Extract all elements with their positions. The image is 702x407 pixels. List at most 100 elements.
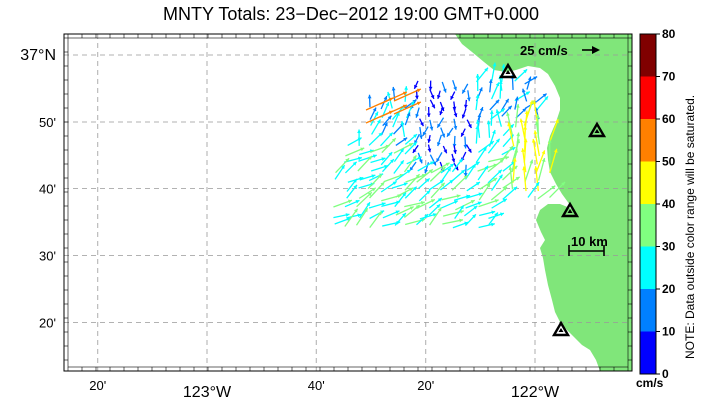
current-vector — [465, 144, 472, 153]
current-vector — [451, 158, 464, 173]
current-vector — [466, 119, 472, 129]
current-vector — [534, 166, 539, 192]
current-vector — [440, 200, 459, 210]
current-vector — [357, 155, 373, 172]
current-vector — [453, 118, 458, 130]
current-vector — [442, 218, 464, 225]
current-vector — [439, 107, 444, 116]
current-vector — [379, 104, 408, 118]
current-vector — [356, 191, 373, 208]
current-vector — [487, 169, 503, 184]
colorbar-tick-label: 60 — [662, 112, 676, 126]
current-vector — [478, 199, 499, 208]
current-vector — [400, 120, 406, 138]
current-vector — [489, 110, 494, 126]
current-vector — [436, 90, 441, 100]
current-vector — [381, 137, 397, 154]
current-vector — [334, 164, 346, 180]
current-vector — [429, 99, 436, 109]
current-vector — [344, 208, 359, 227]
coastline-land — [455, 34, 632, 371]
colorbar-segment — [640, 289, 656, 332]
current-vector — [486, 120, 491, 138]
current-vector — [381, 158, 395, 173]
current-vector — [424, 162, 430, 174]
current-vector — [416, 213, 429, 226]
current-vector — [428, 197, 443, 209]
colorbar-tick-label: 20 — [662, 282, 676, 296]
current-vector — [465, 201, 482, 209]
scale-bar-label: 10 km — [571, 234, 608, 249]
current-vector — [379, 91, 408, 105]
current-vector — [515, 107, 527, 119]
current-vector — [488, 212, 499, 225]
current-vector — [404, 186, 418, 199]
colorbar-segment — [640, 76, 656, 119]
current-vector — [369, 211, 383, 228]
colorbar-segment — [640, 331, 656, 374]
current-vector — [495, 109, 503, 127]
station-marker — [498, 62, 518, 79]
current-vector — [391, 182, 408, 189]
current-vector — [370, 157, 386, 164]
current-vector — [501, 105, 513, 117]
current-vector — [404, 141, 418, 155]
current-vector — [490, 82, 500, 100]
current-vector — [450, 91, 456, 101]
current-vector — [435, 152, 443, 163]
current-vector — [429, 89, 435, 100]
station-marker — [560, 201, 580, 218]
colorbar-tick-label: 50 — [662, 155, 676, 169]
current-vector — [548, 118, 559, 145]
current-vector — [452, 221, 469, 229]
current-vector — [404, 133, 418, 145]
current-vector — [391, 86, 396, 102]
current-vector — [419, 126, 423, 140]
current-vector — [514, 104, 520, 128]
latitude-labels: 37°N 50' 40' 30' 20' — [20, 47, 56, 330]
current-vector — [429, 154, 437, 166]
current-vector — [506, 112, 513, 135]
current-vector — [452, 79, 457, 91]
colorbar-segment — [640, 204, 656, 247]
colorbar-unit: cm/s — [636, 376, 664, 390]
current-vector — [369, 107, 377, 120]
frame-ticks — [64, 34, 632, 371]
current-vector — [419, 118, 424, 127]
scale-bar: 10 km — [568, 234, 608, 256]
current-vector — [344, 199, 360, 208]
current-vector — [345, 147, 365, 157]
colorbar-segment — [640, 246, 656, 289]
current-vector — [446, 127, 454, 138]
current-vector — [521, 148, 527, 173]
current-vector — [415, 107, 420, 118]
radar-stations — [498, 62, 607, 337]
current-vector — [418, 189, 431, 202]
current-vector — [346, 184, 358, 199]
current-vector — [429, 119, 434, 131]
current-vector — [403, 204, 421, 219]
current-vector — [454, 204, 465, 220]
lat-tick-label: 37°N — [20, 47, 56, 64]
current-vector — [404, 200, 425, 208]
current-vector — [464, 163, 477, 180]
current-vector — [452, 107, 458, 118]
map-title: MNTY Totals: 23−Dec−2012 19:00 GMT+0.000 — [162, 4, 540, 24]
current-vector — [531, 138, 538, 165]
current-vector — [418, 177, 431, 189]
current-vector — [466, 90, 471, 102]
current-vector — [416, 198, 436, 209]
colorbar-segment — [640, 119, 656, 162]
current-vector — [440, 127, 446, 138]
current-vector — [463, 205, 478, 217]
current-vector — [393, 148, 405, 162]
reference-vector-label: 25 cm/s — [520, 43, 568, 58]
current-vector — [380, 132, 394, 147]
current-vector — [403, 154, 417, 173]
current-vector — [429, 166, 446, 182]
current-vector — [413, 80, 419, 90]
current-vector — [477, 165, 489, 181]
lon-tick-label: 40' — [308, 378, 325, 393]
current-vector — [502, 123, 515, 137]
current-vector — [393, 159, 405, 174]
